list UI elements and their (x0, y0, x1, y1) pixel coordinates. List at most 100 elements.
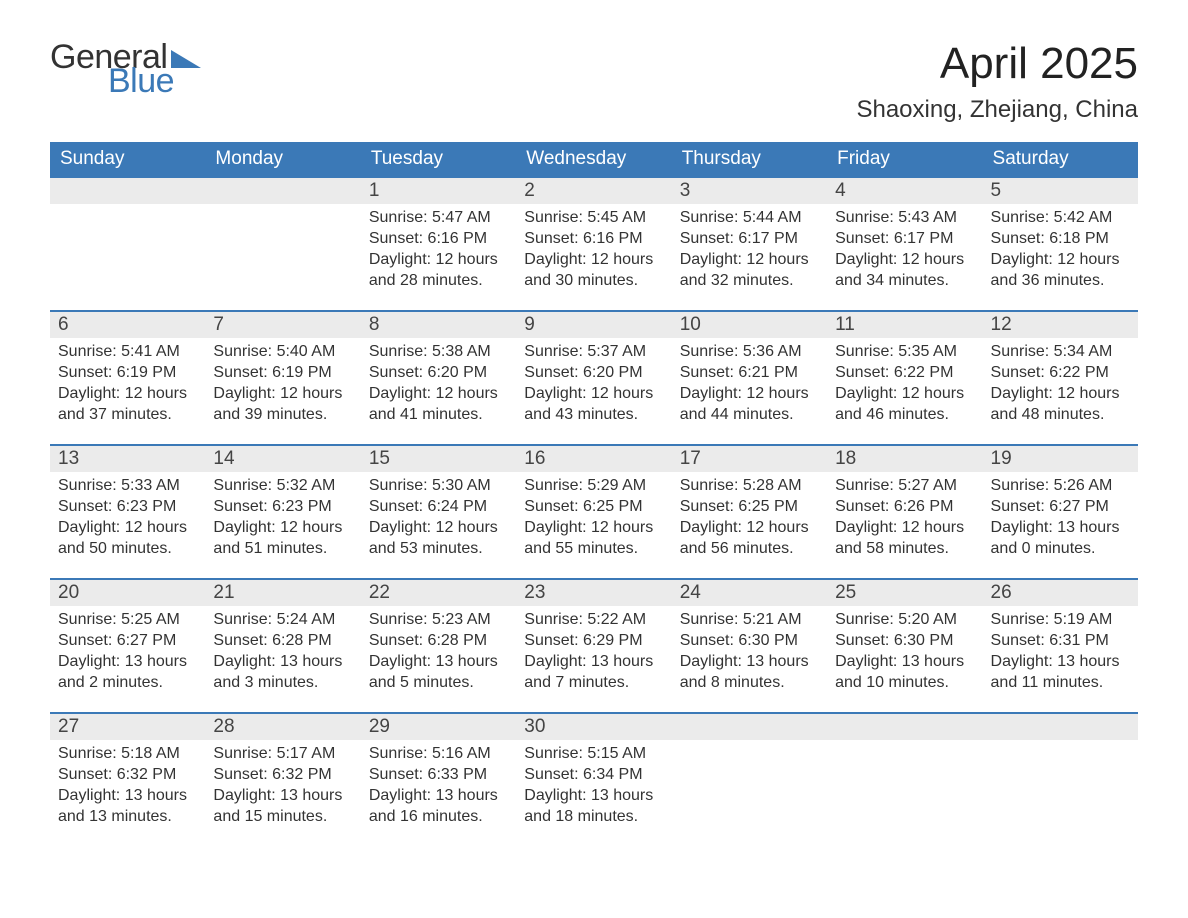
daylight-line: Daylight: 12 hours and 30 minutes. (524, 250, 663, 292)
sunset-line: Sunset: 6:18 PM (991, 229, 1130, 250)
calendar-cell: 3Sunrise: 5:44 AMSunset: 6:17 PMDaylight… (672, 177, 827, 311)
sunset-line: Sunset: 6:22 PM (991, 363, 1130, 384)
calendar-week-row: 6Sunrise: 5:41 AMSunset: 6:19 PMDaylight… (50, 311, 1138, 445)
calendar-cell (827, 713, 982, 847)
calendar-cell: 19Sunrise: 5:26 AMSunset: 6:27 PMDayligh… (983, 445, 1138, 579)
daylight-line: Daylight: 13 hours and 5 minutes. (369, 652, 508, 694)
weekday-header-row: SundayMondayTuesdayWednesdayThursdayFrid… (50, 142, 1138, 177)
sunrise-line: Sunrise: 5:29 AM (524, 476, 663, 497)
sunrise-line: Sunrise: 5:15 AM (524, 744, 663, 765)
sunrise-line: Sunrise: 5:16 AM (369, 744, 508, 765)
day-number: 12 (983, 312, 1138, 338)
location-subtitle: Shaoxing, Zhejiang, China (856, 96, 1138, 124)
day-details: Sunrise: 5:41 AMSunset: 6:19 PMDaylight:… (50, 338, 205, 435)
calendar-cell: 21Sunrise: 5:24 AMSunset: 6:28 PMDayligh… (205, 579, 360, 713)
daylight-line: Daylight: 13 hours and 16 minutes. (369, 786, 508, 828)
day-details: Sunrise: 5:45 AMSunset: 6:16 PMDaylight:… (516, 204, 671, 301)
daylight-line: Daylight: 12 hours and 28 minutes. (369, 250, 508, 292)
sunrise-line: Sunrise: 5:40 AM (213, 342, 352, 363)
sunrise-line: Sunrise: 5:28 AM (680, 476, 819, 497)
day-number: 7 (205, 312, 360, 338)
sunset-line: Sunset: 6:27 PM (58, 631, 197, 652)
daylight-line: Daylight: 12 hours and 58 minutes. (835, 518, 974, 560)
sunset-line: Sunset: 6:16 PM (524, 229, 663, 250)
calendar-body: 1Sunrise: 5:47 AMSunset: 6:16 PMDaylight… (50, 177, 1138, 847)
sunrise-line: Sunrise: 5:26 AM (991, 476, 1130, 497)
day-number: 8 (361, 312, 516, 338)
page-header: General Blue April 2025 Shaoxing, Zhejia… (50, 40, 1138, 124)
weekday-header: Saturday (983, 142, 1138, 177)
daylight-line: Daylight: 12 hours and 34 minutes. (835, 250, 974, 292)
day-number: 28 (205, 714, 360, 740)
sunrise-line: Sunrise: 5:23 AM (369, 610, 508, 631)
daylight-line: Daylight: 13 hours and 2 minutes. (58, 652, 197, 694)
calendar-cell: 25Sunrise: 5:20 AMSunset: 6:30 PMDayligh… (827, 579, 982, 713)
calendar-cell: 11Sunrise: 5:35 AMSunset: 6:22 PMDayligh… (827, 311, 982, 445)
day-details: Sunrise: 5:33 AMSunset: 6:23 PMDaylight:… (50, 472, 205, 569)
sunset-line: Sunset: 6:25 PM (524, 497, 663, 518)
sunrise-line: Sunrise: 5:37 AM (524, 342, 663, 363)
day-details: Sunrise: 5:20 AMSunset: 6:30 PMDaylight:… (827, 606, 982, 703)
day-details: Sunrise: 5:15 AMSunset: 6:34 PMDaylight:… (516, 740, 671, 837)
sunset-line: Sunset: 6:23 PM (58, 497, 197, 518)
sunset-line: Sunset: 6:25 PM (680, 497, 819, 518)
calendar-cell: 20Sunrise: 5:25 AMSunset: 6:27 PMDayligh… (50, 579, 205, 713)
calendar-cell: 30Sunrise: 5:15 AMSunset: 6:34 PMDayligh… (516, 713, 671, 847)
calendar-cell (205, 177, 360, 311)
day-details: Sunrise: 5:32 AMSunset: 6:23 PMDaylight:… (205, 472, 360, 569)
day-details: Sunrise: 5:37 AMSunset: 6:20 PMDaylight:… (516, 338, 671, 435)
sunset-line: Sunset: 6:26 PM (835, 497, 974, 518)
daylight-line: Daylight: 13 hours and 10 minutes. (835, 652, 974, 694)
sunset-line: Sunset: 6:23 PM (213, 497, 352, 518)
day-number: 23 (516, 580, 671, 606)
daylight-line: Daylight: 12 hours and 43 minutes. (524, 384, 663, 426)
calendar-cell: 18Sunrise: 5:27 AMSunset: 6:26 PMDayligh… (827, 445, 982, 579)
calendar-week-row: 1Sunrise: 5:47 AMSunset: 6:16 PMDaylight… (50, 177, 1138, 311)
calendar-cell: 13Sunrise: 5:33 AMSunset: 6:23 PMDayligh… (50, 445, 205, 579)
day-number: 26 (983, 580, 1138, 606)
daylight-line: Daylight: 12 hours and 36 minutes. (991, 250, 1130, 292)
sunset-line: Sunset: 6:20 PM (524, 363, 663, 384)
daylight-line: Daylight: 13 hours and 11 minutes. (991, 652, 1130, 694)
day-details: Sunrise: 5:29 AMSunset: 6:25 PMDaylight:… (516, 472, 671, 569)
weekday-header: Wednesday (516, 142, 671, 177)
day-number-empty (827, 714, 982, 740)
weekday-header: Friday (827, 142, 982, 177)
sunrise-line: Sunrise: 5:24 AM (213, 610, 352, 631)
calendar-cell: 6Sunrise: 5:41 AMSunset: 6:19 PMDaylight… (50, 311, 205, 445)
sunrise-line: Sunrise: 5:44 AM (680, 208, 819, 229)
calendar-week-row: 27Sunrise: 5:18 AMSunset: 6:32 PMDayligh… (50, 713, 1138, 847)
daylight-line: Daylight: 13 hours and 18 minutes. (524, 786, 663, 828)
sunrise-line: Sunrise: 5:36 AM (680, 342, 819, 363)
day-details: Sunrise: 5:44 AMSunset: 6:17 PMDaylight:… (672, 204, 827, 301)
calendar-cell: 28Sunrise: 5:17 AMSunset: 6:32 PMDayligh… (205, 713, 360, 847)
calendar-cell: 29Sunrise: 5:16 AMSunset: 6:33 PMDayligh… (361, 713, 516, 847)
day-number-empty (983, 714, 1138, 740)
calendar-cell: 9Sunrise: 5:37 AMSunset: 6:20 PMDaylight… (516, 311, 671, 445)
day-number: 29 (361, 714, 516, 740)
sunrise-line: Sunrise: 5:20 AM (835, 610, 974, 631)
sunset-line: Sunset: 6:17 PM (680, 229, 819, 250)
sunrise-line: Sunrise: 5:45 AM (524, 208, 663, 229)
sunrise-line: Sunrise: 5:43 AM (835, 208, 974, 229)
sunset-line: Sunset: 6:20 PM (369, 363, 508, 384)
daylight-line: Daylight: 13 hours and 7 minutes. (524, 652, 663, 694)
day-number: 14 (205, 446, 360, 472)
sunset-line: Sunset: 6:34 PM (524, 765, 663, 786)
day-number: 9 (516, 312, 671, 338)
sunrise-line: Sunrise: 5:19 AM (991, 610, 1130, 631)
day-number: 11 (827, 312, 982, 338)
sunrise-line: Sunrise: 5:32 AM (213, 476, 352, 497)
weekday-header: Tuesday (361, 142, 516, 177)
day-number: 25 (827, 580, 982, 606)
sunrise-line: Sunrise: 5:27 AM (835, 476, 974, 497)
day-number: 6 (50, 312, 205, 338)
day-number: 30 (516, 714, 671, 740)
calendar-cell: 2Sunrise: 5:45 AMSunset: 6:16 PMDaylight… (516, 177, 671, 311)
calendar-cell: 16Sunrise: 5:29 AMSunset: 6:25 PMDayligh… (516, 445, 671, 579)
calendar-cell: 17Sunrise: 5:28 AMSunset: 6:25 PMDayligh… (672, 445, 827, 579)
calendar-cell: 7Sunrise: 5:40 AMSunset: 6:19 PMDaylight… (205, 311, 360, 445)
sunset-line: Sunset: 6:28 PM (369, 631, 508, 652)
calendar-cell (983, 713, 1138, 847)
day-details: Sunrise: 5:36 AMSunset: 6:21 PMDaylight:… (672, 338, 827, 435)
